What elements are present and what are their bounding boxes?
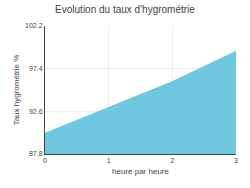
svg-text:1: 1 [107, 157, 111, 164]
svg-text:3: 3 [234, 157, 238, 164]
svg-text:2: 2 [170, 157, 174, 164]
svg-text:Taux hygrométrie %: Taux hygrométrie % [12, 55, 21, 126]
svg-text:heure par heure: heure par heure [112, 167, 169, 176]
svg-text:102.2: 102.2 [25, 22, 43, 29]
svg-text:87.8: 87.8 [29, 150, 43, 157]
svg-text:92.6: 92.6 [29, 108, 43, 115]
svg-text:Evolution du taux d'hygrométri: Evolution du taux d'hygrométrie [55, 4, 195, 15]
svg-text:97.4: 97.4 [29, 65, 43, 72]
svg-text:0: 0 [43, 157, 47, 164]
